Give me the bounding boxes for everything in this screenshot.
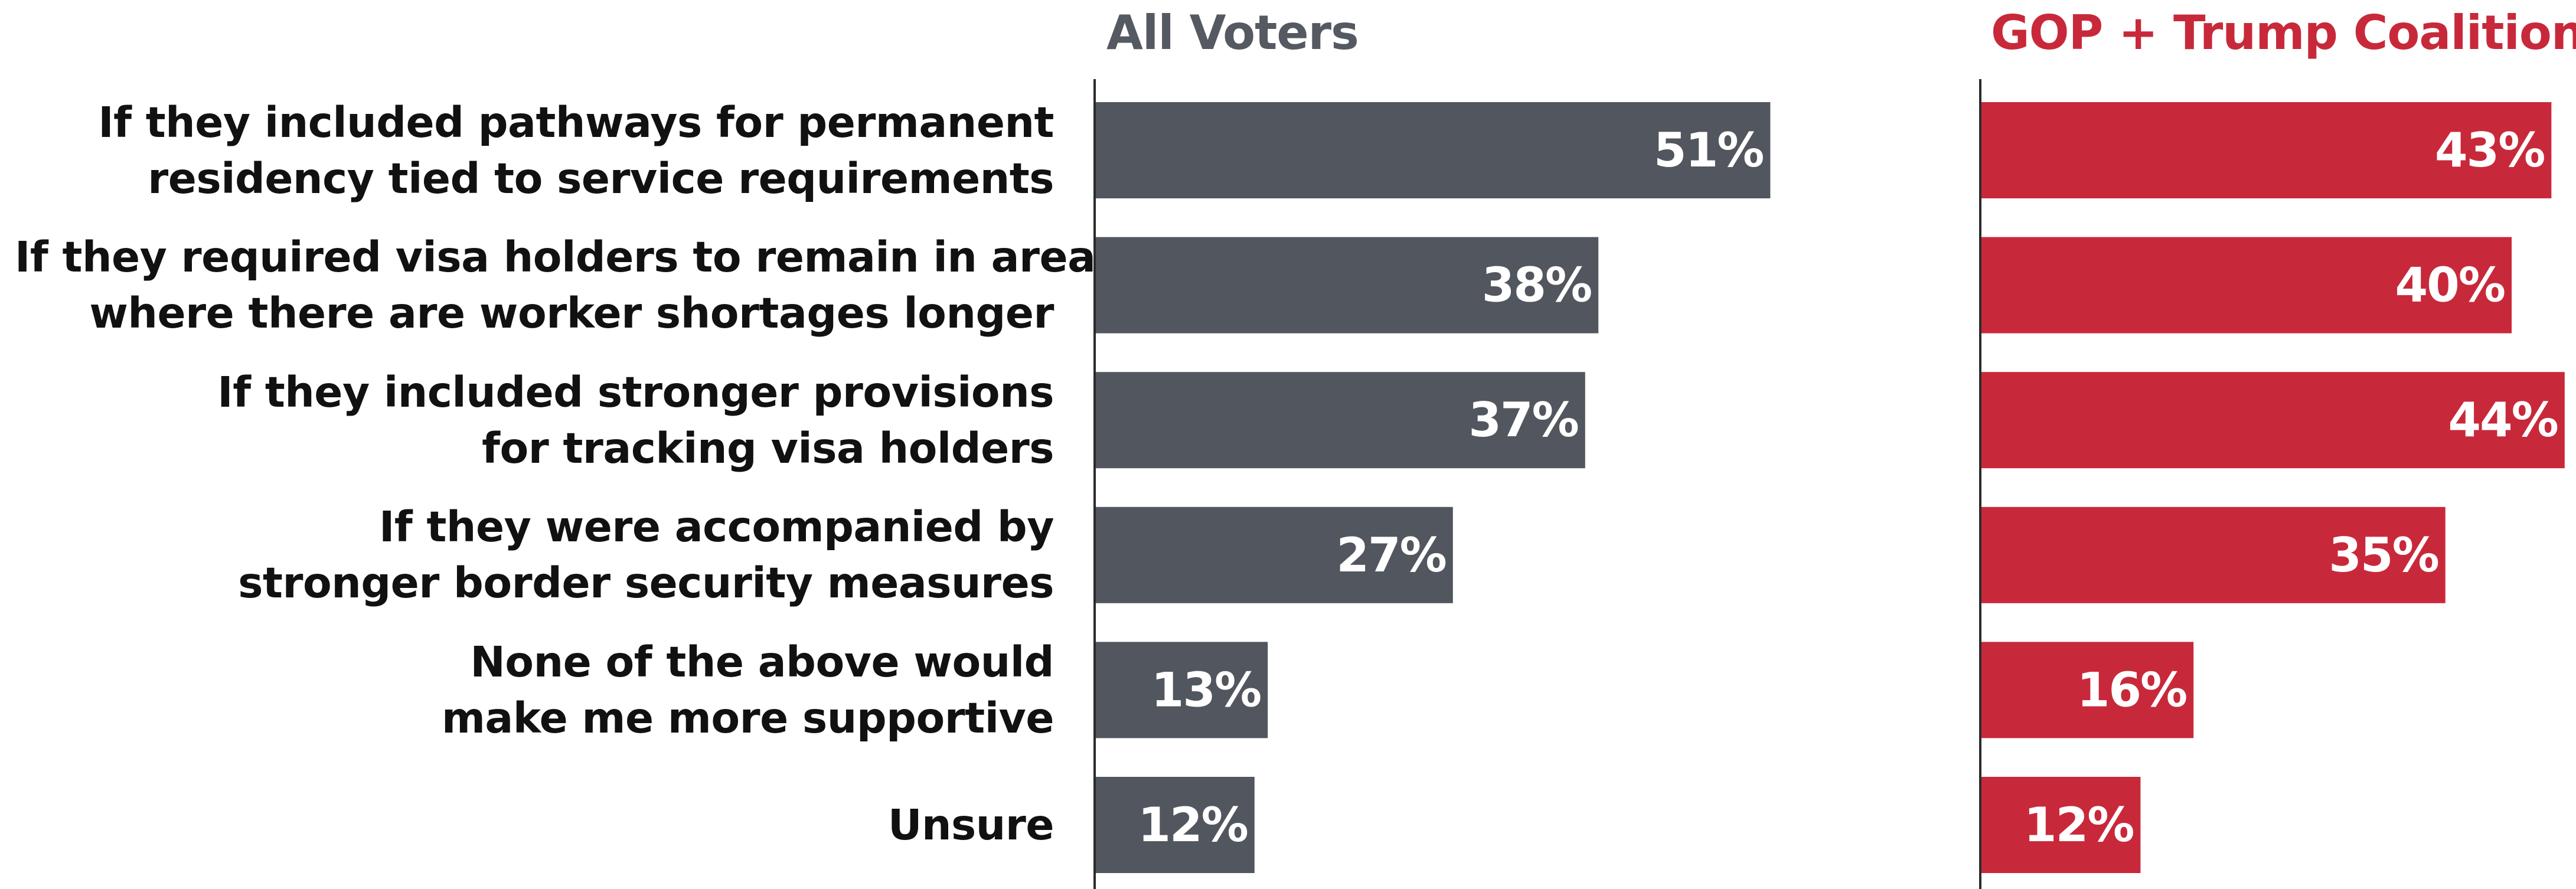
category-label: If they included stronger provisions for … (15, 364, 1054, 476)
category-label: If they required visa holders to remain … (15, 229, 1121, 341)
panel-title-all-voters: All Voters (1106, 5, 1359, 60)
category-label-line: If they were accompanied by (378, 502, 1054, 552)
category-label-line: If they included pathways for permanent (98, 97, 1054, 147)
category-label-line: If they required visa holders to remain … (15, 233, 1121, 282)
bar (1981, 102, 2552, 198)
bar (1981, 777, 2141, 873)
category-label-line: residency tied to service requirements (148, 153, 1054, 203)
bar (1981, 506, 2446, 603)
data-label: 44% (2448, 393, 2557, 447)
bar (1096, 102, 1771, 198)
category-label-line: Unsure (887, 800, 1054, 849)
bar (1096, 237, 1599, 334)
data-label: 13% (1151, 662, 1261, 717)
category-label-line: If they included stronger provisions (217, 367, 1054, 417)
data-label: 12% (1138, 798, 1247, 852)
panel-title-gop-trump-coalition: GOP + Trump Coalition (1991, 5, 2576, 60)
bar (1096, 777, 1255, 873)
data-label: 40% (2395, 258, 2505, 313)
category-label-line: stronger border security measures (238, 558, 1054, 608)
category-label: Unsure (15, 797, 1054, 853)
bar (1096, 372, 1585, 469)
bar (1096, 506, 1453, 603)
data-label: 27% (1336, 528, 1445, 583)
axis-line-all-voters (1093, 79, 1096, 889)
category-label-line: None of the above would (470, 637, 1054, 687)
bar (1981, 372, 2565, 469)
category-label: If they included pathways for permanent r… (15, 94, 1054, 207)
data-label: 35% (2329, 528, 2438, 583)
data-label: 43% (2435, 123, 2544, 178)
data-label: 12% (2024, 798, 2133, 852)
bar (1981, 642, 2194, 738)
bar (1096, 642, 1268, 738)
data-label: 38% (1482, 258, 1591, 313)
category-label-line: make me more supportive (441, 693, 1054, 743)
category-label-line: where there are worker shortages longer (89, 289, 1054, 338)
data-label: 37% (1468, 393, 1578, 447)
data-label: 51% (1654, 123, 1763, 178)
category-label: If they were accompanied by stronger bord… (15, 499, 1054, 611)
bar (1981, 237, 2512, 334)
axis-line-gop-trump-coalition (1979, 79, 1981, 889)
data-label: 16% (2077, 662, 2186, 717)
category-label: None of the above would make me more supp… (15, 634, 1054, 746)
category-label-line: for tracking visa holders (482, 423, 1054, 473)
